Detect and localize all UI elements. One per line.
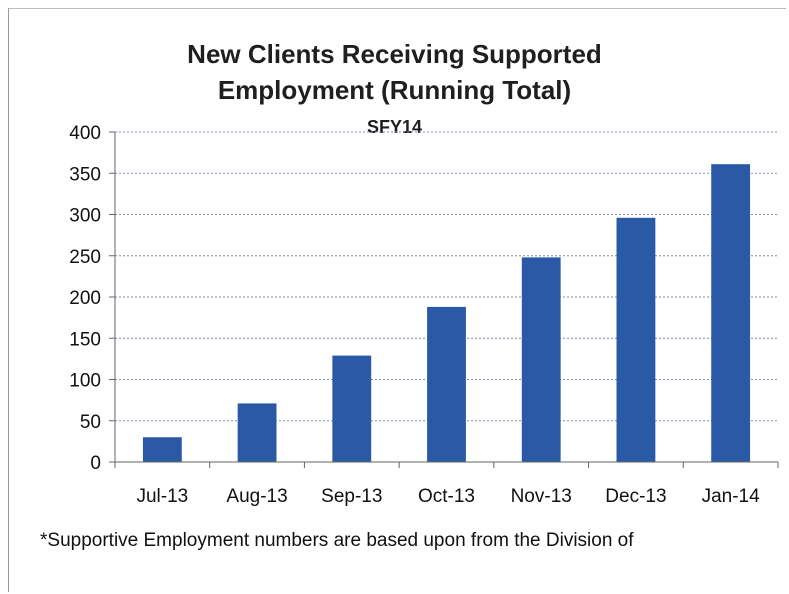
bar [332, 355, 372, 462]
y-tick-label: 0 [90, 453, 101, 474]
bar [142, 437, 182, 462]
y-tick-label: 250 [69, 247, 101, 268]
x-tick-labels: Jul-13 Aug-13 Sep-13 Oct-13 Nov-13 Dec-13 Jan-… [136, 486, 760, 507]
bar [616, 217, 656, 462]
chart-title-line-1: New Clients Receiving Supported [187, 39, 602, 69]
bar [711, 164, 751, 463]
x-tick-label: Nov-13 [511, 486, 572, 507]
bars [142, 164, 751, 463]
bar [521, 257, 561, 462]
chart-frame [8, 8, 786, 592]
y-tick-label: 300 [69, 206, 101, 227]
y-tick-label: 400 [69, 123, 101, 144]
bar [427, 306, 466, 462]
x-tick-label: Dec-13 [605, 486, 666, 507]
y-tick-labels: 0 50 100 150 200 250 300 350 400 [69, 123, 101, 474]
y-tick-label: 350 [69, 164, 101, 185]
chart-title: New Clients Receiving Supported Employme… [0, 36, 789, 108]
y-tick-label: 100 [69, 371, 101, 392]
x-tick-label: Jul-13 [136, 486, 188, 507]
bar [237, 403, 277, 462]
gridlines [109, 131, 778, 463]
y-tick-label: 150 [69, 329, 101, 350]
y-tick-label: 200 [69, 288, 101, 309]
x-tick-label: Oct-13 [418, 486, 475, 507]
x-tick-label: Sep-13 [321, 486, 382, 507]
x-tick-label: Aug-13 [226, 486, 287, 507]
x-tick-label: Jan-14 [702, 486, 761, 507]
y-tick-label: 50 [80, 412, 101, 433]
chart-title-line-2: Employment (Running Total) [217, 75, 572, 105]
footnote: *Supportive Employment numbers are based… [40, 530, 634, 551]
axes [114, 132, 779, 468]
